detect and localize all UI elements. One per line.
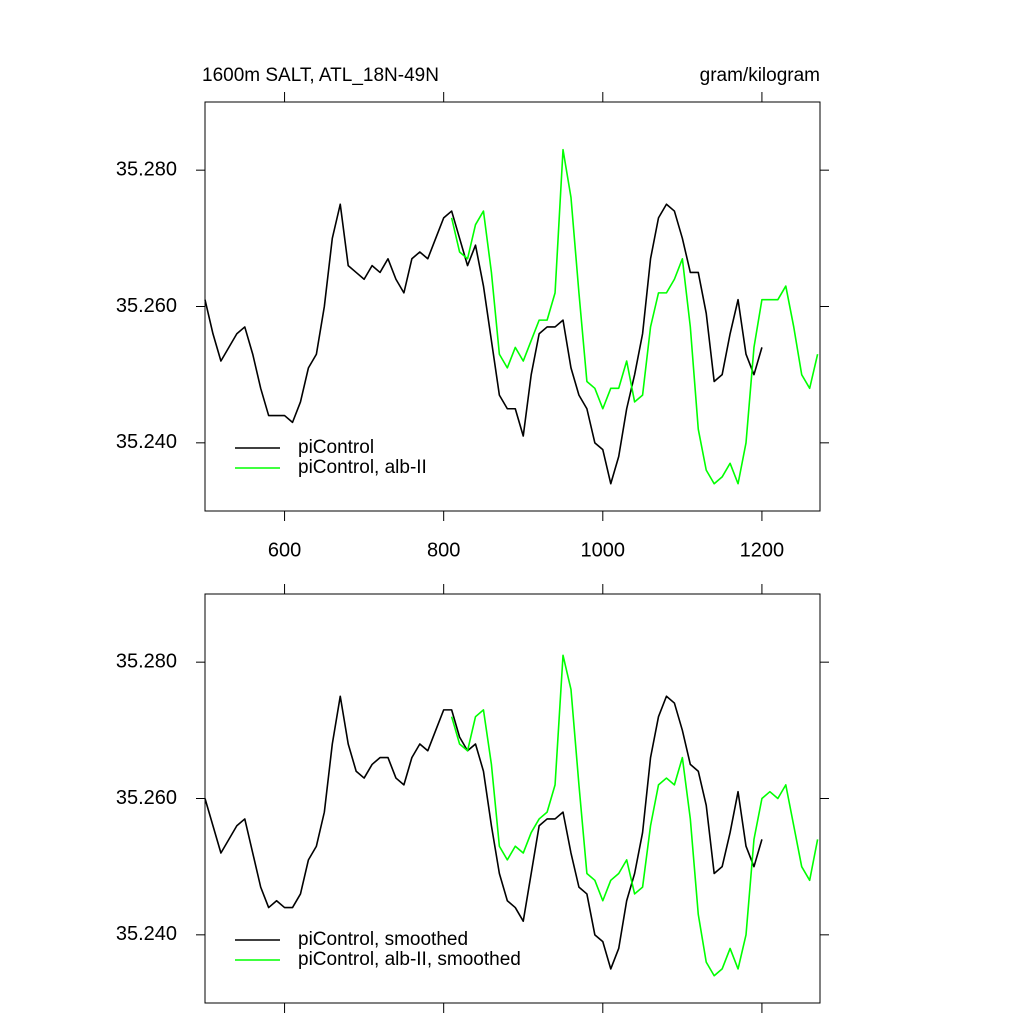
y-tick-label: 35.280	[116, 158, 177, 180]
chart-title: 1600m SALT, ATL_18N-49N	[202, 65, 439, 86]
legend-label: piControl, alb-II	[298, 457, 427, 478]
y-tick-label: 35.240	[116, 923, 177, 945]
x-tick-label: 1200	[740, 539, 785, 561]
x-tick-label: 800	[427, 539, 460, 561]
legend-label: piControl, alb-II, smoothed	[298, 949, 521, 970]
y-tick-label: 35.260	[116, 295, 177, 317]
x-tick-label: 600	[268, 539, 301, 561]
x-tick-label: 1000	[581, 539, 626, 561]
y-tick-label: 35.280	[116, 650, 177, 672]
series-line	[450, 654, 819, 977]
y-tick-label: 35.240	[116, 431, 177, 453]
series-line	[204, 203, 763, 485]
legend-label: piControl, smoothed	[298, 929, 468, 950]
series-line	[450, 148, 819, 485]
units-label: gram/kilogram	[700, 65, 820, 86]
y-tick-label: 35.260	[116, 787, 177, 809]
legend-label: piControl	[298, 437, 374, 458]
series-line	[204, 695, 763, 970]
